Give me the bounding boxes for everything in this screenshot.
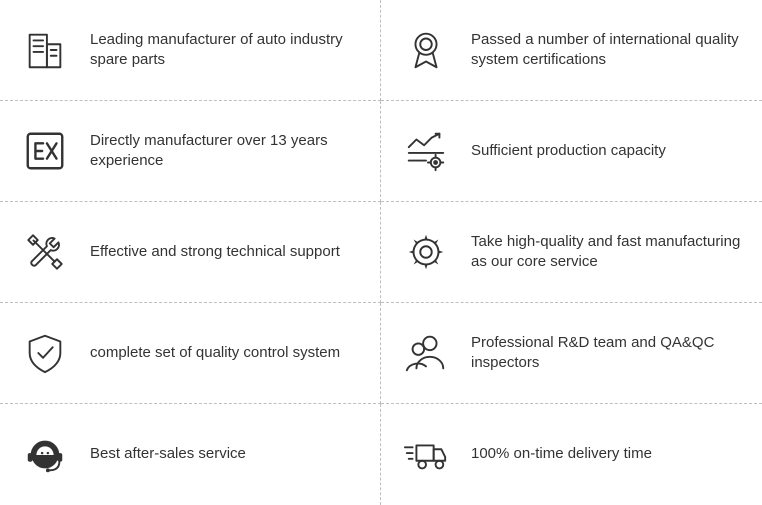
feature-cell: complete set of quality control system [0, 303, 381, 404]
feature-text: Professional R&D team and QA&QC inspecto… [471, 333, 742, 374]
feature-cell: Professional R&D team and QA&QC inspecto… [381, 303, 762, 404]
feature-text: Best after-sales service [90, 444, 360, 464]
building-icon [20, 25, 70, 75]
feature-text: 100% on-time delivery time [471, 444, 742, 464]
tools-icon [20, 227, 70, 277]
feature-cell: 100% on-time delivery time [381, 404, 762, 505]
feature-text: Effective and strong technical support [90, 242, 360, 262]
truck-icon [401, 430, 451, 480]
headset-icon [20, 430, 70, 480]
feature-text: complete set of quality control system [90, 343, 360, 363]
feature-grid: Leading manufacturer of auto industry sp… [0, 0, 762, 505]
ex-box-icon [20, 126, 70, 176]
feature-text: Take high-quality and fast manufacturing… [471, 232, 742, 273]
capacity-icon [401, 126, 451, 176]
feature-text: Leading manufacturer of auto industry sp… [90, 30, 360, 71]
feature-cell: Sufficient production capacity [381, 101, 762, 202]
feature-cell: Effective and strong technical support [0, 202, 381, 303]
feature-cell: Passed a number of international quality… [381, 0, 762, 101]
award-icon [401, 25, 451, 75]
shield-icon [20, 328, 70, 378]
team-icon [401, 328, 451, 378]
feature-cell: Take high-quality and fast manufacturing… [381, 202, 762, 303]
feature-cell: Best after-sales service [0, 404, 381, 505]
feature-text: Directly manufacturer over 13 years expe… [90, 131, 360, 172]
gear-icon [401, 227, 451, 277]
feature-text: Sufficient production capacity [471, 141, 742, 161]
feature-cell: Leading manufacturer of auto industry sp… [0, 0, 381, 101]
feature-text: Passed a number of international quality… [471, 30, 742, 71]
feature-cell: Directly manufacturer over 13 years expe… [0, 101, 381, 202]
